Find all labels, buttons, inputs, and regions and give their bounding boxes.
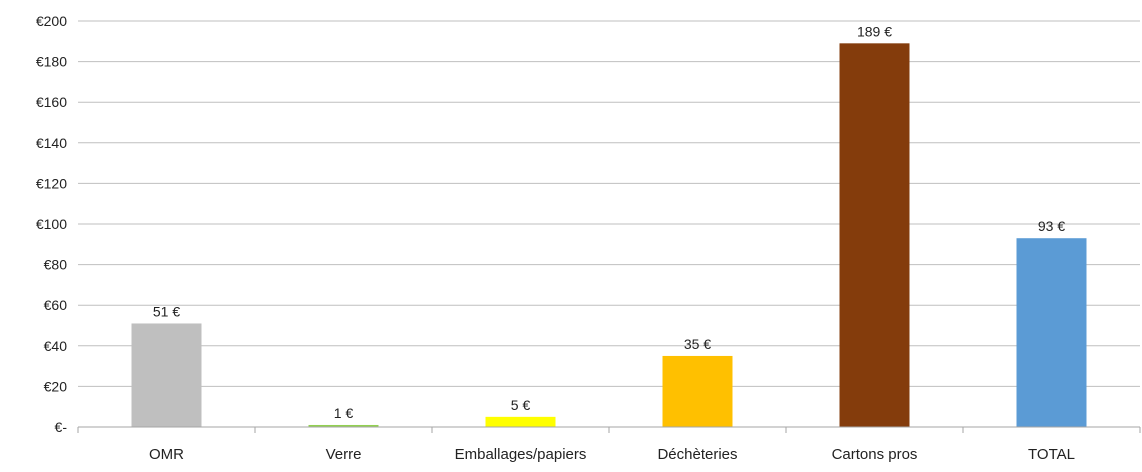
y-tick-label: €40 xyxy=(44,338,68,354)
category-label: TOTAL xyxy=(1028,446,1075,463)
data-label: 189 € xyxy=(857,23,892,39)
y-tick-label: €140 xyxy=(36,135,67,151)
y-tick-label: €- xyxy=(55,419,68,435)
category-label: Emballages/papiers xyxy=(455,446,587,463)
y-tick-label: €100 xyxy=(36,216,67,232)
y-tick-label: €160 xyxy=(36,94,67,110)
bar-d-ch-teries xyxy=(662,355,733,427)
data-label: 51 € xyxy=(153,303,180,319)
data-labels: 51 € 1 € 5 € 35 € 189 € 93 € xyxy=(153,23,1065,421)
data-label: 35 € xyxy=(684,336,711,352)
category-label: Cartons pros xyxy=(832,446,918,463)
y-axis-tick-labels: €- €20 €40 €60 €80 €100 €120 €140 €160 €180 €200 xyxy=(36,13,67,435)
category-label: Verre xyxy=(326,446,362,463)
bars xyxy=(131,43,1087,427)
x-axis-category-labels: OMR Verre Emballages/papiers Déchèteries Car… xyxy=(149,446,1075,463)
bar-emballages-papiers xyxy=(485,416,556,427)
bar-verre xyxy=(308,424,379,427)
y-tick-label: €200 xyxy=(36,13,67,29)
y-tick-label: €180 xyxy=(36,54,67,70)
data-label: 1 € xyxy=(334,405,354,421)
bar-cartons-pros xyxy=(839,43,910,427)
y-tick-label: €120 xyxy=(36,175,67,191)
category-label: Déchèteries xyxy=(657,446,737,463)
y-tick-label: €60 xyxy=(44,297,68,313)
y-tick-label: €80 xyxy=(44,257,68,273)
bar-omr xyxy=(131,323,202,427)
y-tick-label: €20 xyxy=(44,378,68,394)
gridlines xyxy=(78,20,1140,387)
x-axis xyxy=(77,426,1141,433)
data-label: 93 € xyxy=(1038,218,1065,234)
bar-total xyxy=(1016,238,1087,427)
category-label: OMR xyxy=(149,446,184,463)
data-label: 5 € xyxy=(511,397,531,413)
